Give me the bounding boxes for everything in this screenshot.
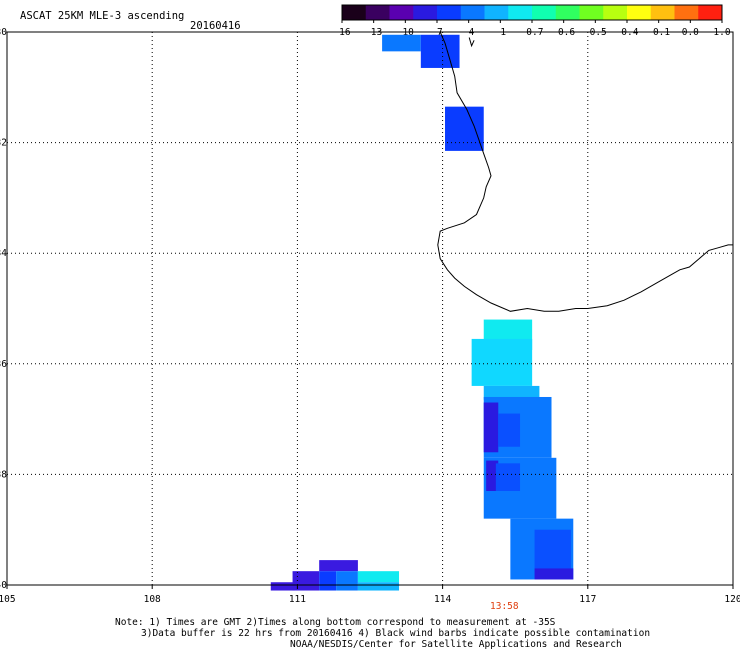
coastline (437, 31, 733, 312)
lon-tick-label: 120 (724, 594, 740, 605)
colorbar-segment (627, 5, 652, 20)
island-outline (468, 37, 475, 48)
lat-tick-label: -34 (0, 248, 7, 259)
wind-cell (319, 571, 337, 591)
colorbar-segment (603, 5, 628, 20)
wind-cell (495, 463, 521, 491)
note-line-2: 3)Data buffer is 22 hrs from 20160416 4)… (141, 628, 650, 639)
lat-tick-label: -32 (0, 138, 7, 149)
wind-cell (486, 460, 499, 491)
colorbar-segment (555, 5, 580, 20)
wind-swaths (270, 34, 574, 591)
product-date: 20160416 (190, 20, 241, 32)
colorbar-segment (579, 5, 604, 20)
lon-tick-label: 105 (0, 594, 16, 605)
lon-tick-label: 117 (579, 594, 596, 605)
map-frame (6, 31, 734, 586)
note-line-1: Note: 1) Times are GMT 2)Times along bot… (115, 617, 556, 628)
colorbar-segment (508, 5, 533, 20)
wind-cell (336, 571, 358, 591)
wind-cell (357, 582, 400, 591)
wind-cell (498, 413, 521, 447)
colorbar-segment (650, 5, 675, 20)
lon-tick-label: 114 (434, 594, 451, 605)
wind-cell (357, 571, 400, 583)
colorbar-segment (460, 5, 485, 20)
colorbar-segment (484, 5, 509, 20)
lat-tick-label: -30 (0, 27, 7, 38)
lat-tick-label: -36 (0, 359, 7, 370)
colorbar-segment (698, 5, 723, 20)
wind-cell (483, 385, 540, 400)
colorbar-segment (342, 5, 367, 20)
wind-cell (292, 571, 320, 591)
wind-cell (270, 582, 295, 591)
colorbar-segment (389, 5, 414, 20)
wind-cell (445, 106, 484, 151)
wind-cell (534, 568, 574, 580)
lat-tick-label: -38 (0, 469, 7, 480)
colorbar-segment (674, 5, 699, 20)
wind-cell (420, 34, 460, 68)
lat-tick-label: -40 (0, 580, 7, 591)
colorbar: -16 -13 -10 -7 -4 -1 -0.7 -0.6 -0.5 -0.4 -0.1 0.0 1.… (333, 4, 731, 38)
time-label: 13:58 (490, 601, 519, 612)
wind-cell (319, 560, 358, 572)
lon-tick-label: 108 (144, 594, 161, 605)
wind-cell (534, 529, 571, 569)
colorbar-segment (532, 5, 557, 20)
lon-tick-label: 111 (289, 594, 306, 605)
axis-ticks: 105 108 111 114 117 120 -30 -32 -34 -36 -38 -40 (0, 27, 740, 605)
wind-cell (483, 402, 499, 453)
wind-cell (471, 338, 533, 386)
colorbar-segment (413, 5, 438, 20)
note-line-3: NOAA/NESDIS/Center for Satellite Applica… (290, 639, 622, 650)
wind-cell (382, 34, 421, 52)
colorbar-segment (437, 5, 462, 20)
graticule (7, 32, 733, 585)
product-title: ASCAT 25KM MLE-3 ascending (20, 10, 184, 22)
colorbar-segment (365, 5, 390, 20)
